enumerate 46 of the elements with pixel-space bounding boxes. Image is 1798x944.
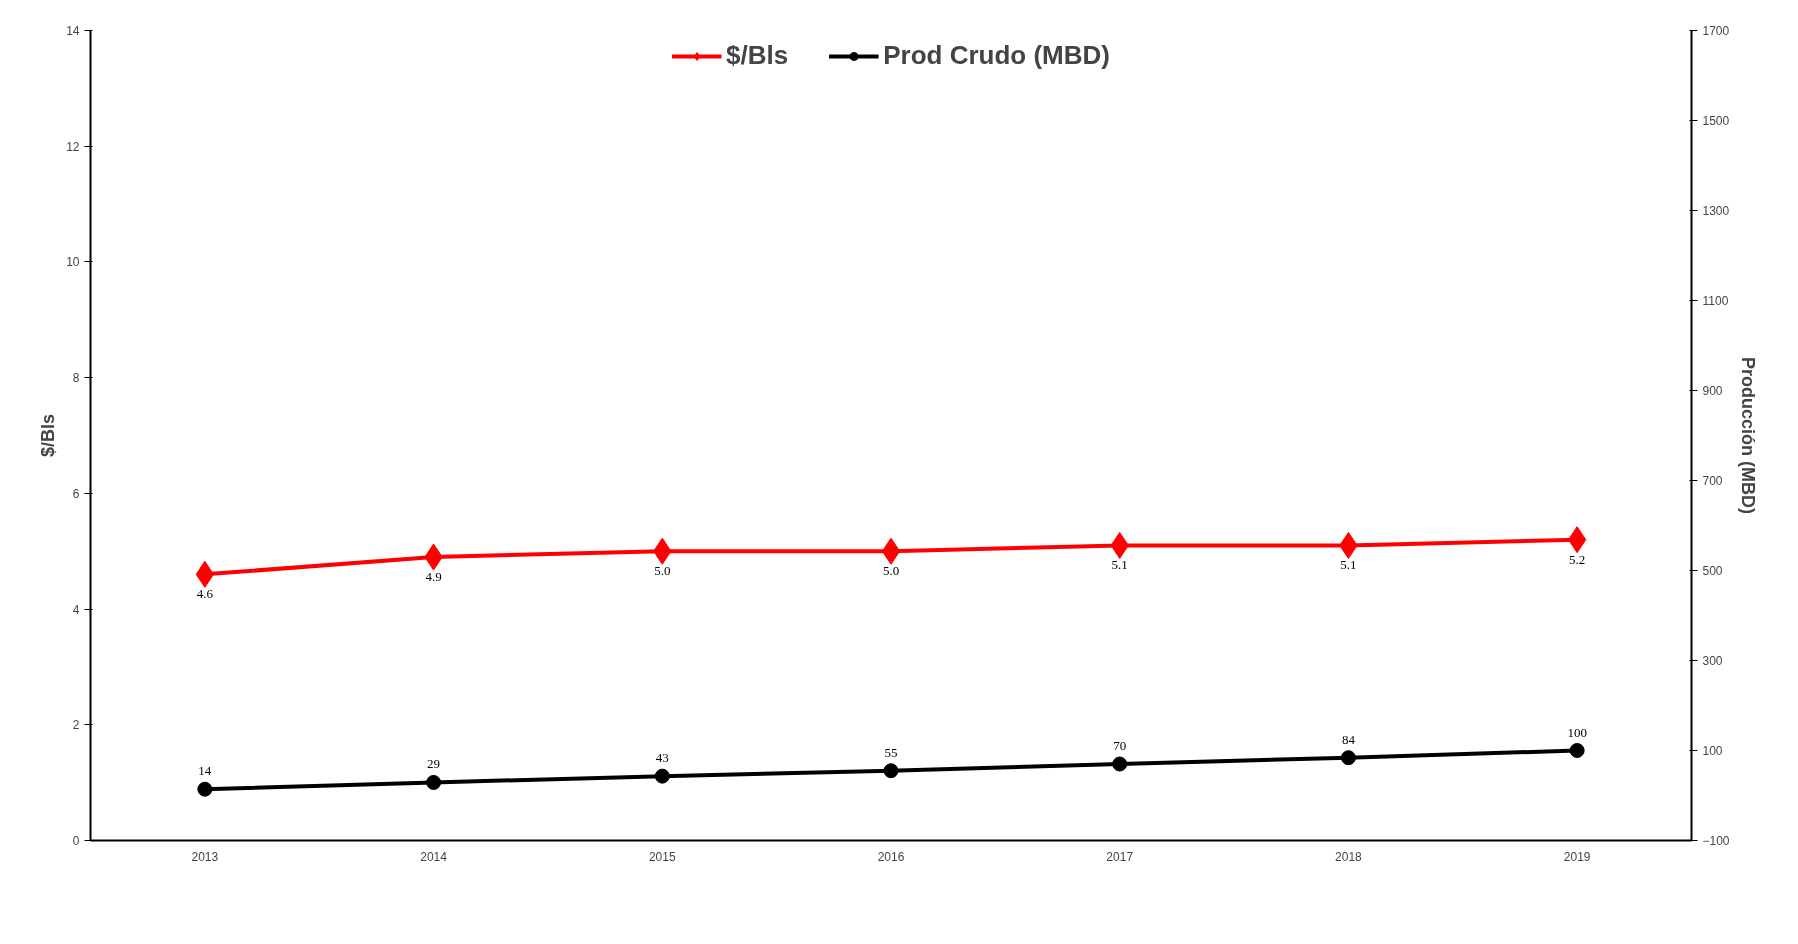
x-tick-label: 2019 <box>1563 849 1591 864</box>
data-label: 100 <box>1567 724 1587 740</box>
y-tick-label: 12 <box>66 139 80 154</box>
y-tick-label: 10 <box>66 255 80 270</box>
y2-tick-label: 700 <box>1702 474 1723 488</box>
data-label: 4.6 <box>196 586 214 602</box>
y2-tick-label: 100 <box>1702 744 1723 758</box>
y-axis-title: $/Bls <box>38 413 59 458</box>
y2-tick-label: −100 <box>1702 834 1730 848</box>
y2-tick-label: 1500 <box>1702 114 1730 128</box>
y2-axis-title: Producción (MBD) <box>1737 357 1758 514</box>
y-tick-label: 6 <box>72 486 80 501</box>
x-tick-label: 2014 <box>420 849 448 864</box>
x-tick-label: 2016 <box>877 849 905 864</box>
y2-tick-label: 1300 <box>1702 204 1730 218</box>
data-label: 5.0 <box>654 563 671 579</box>
y2-tick-label: 1100 <box>1702 294 1729 308</box>
y2-tick-label: 300 <box>1702 654 1723 668</box>
data-label: 5.1 <box>1111 557 1128 573</box>
y2-tick-label: 500 <box>1702 564 1723 578</box>
data-label: 84 <box>1341 731 1356 747</box>
data-label: 5.1 <box>1340 557 1357 573</box>
y-tick-label: 8 <box>72 371 80 386</box>
x-tick-label: 2013 <box>191 849 219 864</box>
point <box>195 560 215 588</box>
data-label: 14 <box>198 763 212 779</box>
point <box>881 537 901 565</box>
y-tick-label: 0 <box>72 834 80 848</box>
y-tick-label: 4 <box>72 602 80 617</box>
y2-tick-label: 1700 <box>1702 24 1730 38</box>
data-label: 43 <box>655 750 669 766</box>
point <box>1567 526 1587 554</box>
x-tick-label: 2018 <box>1335 849 1363 864</box>
data-label: 55 <box>884 744 898 760</box>
x-tick-label: 2017 <box>1106 849 1134 864</box>
y-tick-label: 14 <box>66 24 80 38</box>
data-label: 29 <box>427 756 441 772</box>
data-label: 5.2 <box>1569 551 1586 567</box>
data-label: 70 <box>1113 738 1127 753</box>
x-tick-label: 2015 <box>648 849 676 864</box>
data-label: 4.9 <box>425 569 442 584</box>
legend-label: $/Bls <box>726 40 789 71</box>
y2-tick-label: 900 <box>1702 384 1723 398</box>
data-label: 5.0 <box>882 563 900 579</box>
legend-label: Prod Crudo (MBD) <box>883 40 1110 71</box>
y-tick-label: 2 <box>72 718 80 733</box>
